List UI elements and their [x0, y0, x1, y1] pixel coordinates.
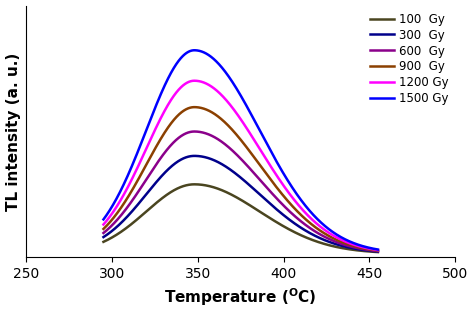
Legend: 100  Gy, 300  Gy, 600  Gy, 900  Gy, 1200 Gy, 1500 Gy: 100 Gy, 300 Gy, 600 Gy, 900 Gy, 1200 Gy,…: [369, 11, 449, 106]
Line: 900  Gy: 900 Gy: [103, 107, 378, 251]
1500 Gy: [177, 57, 183, 61]
900  Gy: [177, 111, 183, 115]
1200 Gy: [177, 86, 183, 90]
Line: 1500 Gy: 1500 Gy: [103, 50, 378, 250]
Y-axis label: TL intensity (a. u.): TL intensity (a. u.): [6, 52, 20, 211]
Line: 300  Gy: 300 Gy: [103, 156, 378, 252]
Line: 1200 Gy: 1200 Gy: [103, 81, 378, 250]
600  Gy: [197, 130, 202, 134]
Line: 600  Gy: 600 Gy: [103, 132, 378, 251]
300  Gy: [177, 158, 183, 162]
Line: 100  Gy: 100 Gy: [103, 184, 378, 252]
600  Gy: [177, 135, 183, 139]
1500 Gy: [197, 49, 202, 53]
300  Gy: [197, 154, 202, 158]
900  Gy: [197, 106, 202, 110]
1200 Gy: [197, 79, 202, 83]
X-axis label: Temperature ($\mathregular{^O}$C): Temperature ($\mathregular{^O}$C): [164, 287, 317, 308]
100  Gy: [177, 185, 183, 189]
100  Gy: [197, 183, 202, 187]
